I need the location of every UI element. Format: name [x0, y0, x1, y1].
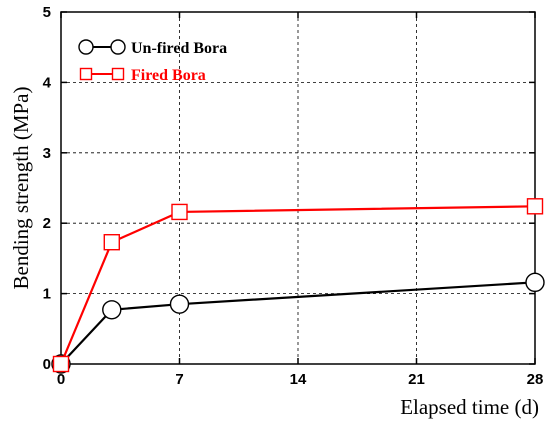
x-tick-label: 7 — [175, 371, 183, 388]
x-tick-label: 14 — [290, 371, 307, 388]
y-tick-label: 5 — [43, 4, 51, 21]
legend-marker — [79, 67, 93, 81]
y-tick-label: 4 — [43, 74, 52, 91]
series-line — [59, 205, 536, 365]
data-point — [525, 272, 545, 293]
y-tick-label: 2 — [43, 215, 51, 232]
legend: Un-fired Bora Fired Bora — [78, 39, 227, 84]
data-point — [171, 203, 188, 221]
x-tick-label: 0 — [57, 371, 65, 388]
legend-marker — [111, 67, 125, 81]
x-tick-label: 28 — [527, 371, 544, 388]
data-point — [526, 198, 544, 215]
data-point — [102, 300, 122, 320]
series-line — [60, 281, 536, 365]
series-layer — [51, 198, 545, 374]
grid — [61, 12, 535, 364]
legend-marker — [78, 39, 94, 55]
legend-label: Un-fired Bora — [131, 40, 227, 57]
y-axis-title: Bending strength (MPa) — [9, 87, 33, 290]
data-point — [103, 234, 120, 251]
axis-ticks: 0 7 14 21 28 0 1 2 3 4 5 — [43, 4, 544, 388]
legend-label: Fired Bora — [131, 67, 206, 84]
data-point — [169, 294, 190, 314]
x-tick-label: 21 — [408, 371, 425, 388]
y-tick-label: 0 — [43, 356, 51, 373]
y-tick-label: 1 — [43, 286, 51, 303]
x-axis-title: Elapsed time (d) — [400, 395, 539, 419]
data-point — [52, 355, 70, 373]
legend-marker — [110, 39, 126, 55]
y-tick-label: 3 — [43, 145, 51, 162]
